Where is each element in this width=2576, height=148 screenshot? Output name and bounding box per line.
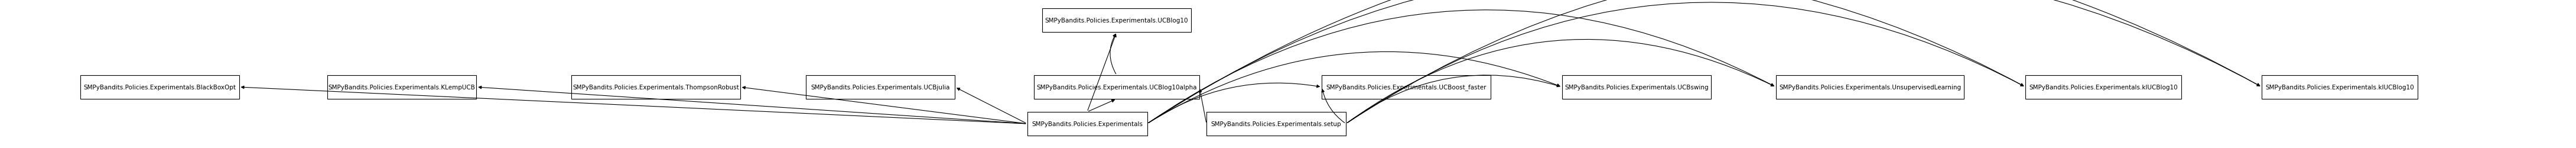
FancyBboxPatch shape bbox=[1033, 75, 1200, 99]
Text: SMPyBandits.Policies.Experimentals.setup: SMPyBandits.Policies.Experimentals.setup bbox=[1211, 121, 1342, 127]
Text: SMPyBandits.Policies.Experimentals.BlackBoxOpt: SMPyBandits.Policies.Experimentals.Black… bbox=[82, 84, 237, 90]
FancyBboxPatch shape bbox=[806, 75, 956, 99]
Text: SMPyBandits.Policies.Experimentals.ThompsonRobust: SMPyBandits.Policies.Experimentals.Thomp… bbox=[572, 84, 739, 90]
Text: SMPyBandits.Policies.Experimentals.UCBjulia: SMPyBandits.Policies.Experimentals.UCBju… bbox=[811, 84, 951, 90]
FancyBboxPatch shape bbox=[1321, 75, 1492, 99]
Text: SMPyBandits.Policies.Experimentals.klUCBlog10: SMPyBandits.Policies.Experimentals.klUCB… bbox=[2264, 84, 2414, 90]
FancyBboxPatch shape bbox=[2025, 75, 2182, 99]
Text: SMPyBandits.Policies.Experimentals.klUCBlog10: SMPyBandits.Policies.Experimentals.klUCB… bbox=[2030, 84, 2177, 90]
Text: SMPyBandits.Policies.Experimentals.KLempUCB: SMPyBandits.Policies.Experimentals.KLemp… bbox=[327, 84, 477, 90]
Text: SMPyBandits.Policies.Experimentals.UCBswing: SMPyBandits.Policies.Experimentals.UCBsw… bbox=[1564, 84, 1708, 90]
FancyBboxPatch shape bbox=[1028, 112, 1146, 136]
Text: SMPyBandits.Policies.Experimentals: SMPyBandits.Policies.Experimentals bbox=[1030, 121, 1144, 127]
FancyBboxPatch shape bbox=[327, 75, 477, 99]
FancyBboxPatch shape bbox=[1775, 75, 1963, 99]
Text: SMPyBandits.Policies.Experimentals.UnsupervisedLearning: SMPyBandits.Policies.Experimentals.Unsup… bbox=[1780, 84, 1960, 90]
FancyBboxPatch shape bbox=[572, 75, 739, 99]
Text: SMPyBandits.Policies.Experimentals.UCBlog10alpha: SMPyBandits.Policies.Experimentals.UCBlo… bbox=[1036, 84, 1198, 90]
FancyBboxPatch shape bbox=[2262, 75, 2416, 99]
FancyBboxPatch shape bbox=[1561, 75, 1710, 99]
Text: SMPyBandits.Policies.Experimentals.UCBoost_faster: SMPyBandits.Policies.Experimentals.UCBoo… bbox=[1327, 84, 1486, 90]
FancyBboxPatch shape bbox=[80, 75, 240, 99]
Text: SMPyBandits.Policies.Experimentals.UCBlog10: SMPyBandits.Policies.Experimentals.UCBlo… bbox=[1046, 18, 1188, 24]
FancyBboxPatch shape bbox=[1043, 9, 1190, 32]
FancyBboxPatch shape bbox=[1206, 112, 1345, 136]
